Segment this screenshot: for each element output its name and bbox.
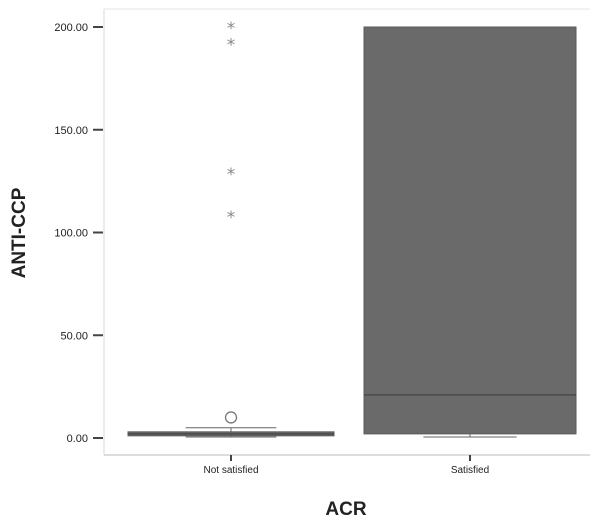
y-axis-ticks: 0.00 50.00 100.00 150.00 200.00 <box>54 22 103 445</box>
y-tick-label: 100.00 <box>54 228 88 240</box>
extreme-point: * <box>227 208 236 228</box>
extreme-point: * <box>227 165 236 185</box>
x-axis-title: ACR <box>325 499 366 520</box>
y-tick-label: 200.00 <box>54 22 88 34</box>
y-tick-label: 0.00 <box>67 433 88 445</box>
extreme-point: * <box>227 35 236 55</box>
x-tick-label: Satisfied <box>451 465 489 476</box>
extreme-point: * <box>227 19 236 39</box>
y-axis-title: ANTI-CCP <box>9 187 30 278</box>
box-series: **** <box>127 19 577 438</box>
x-tick-label: Not satisfied <box>203 465 258 476</box>
x-axis-categories: Not satisfied Satisfied <box>203 455 489 476</box>
box-2 <box>363 26 577 435</box>
outlier-point <box>224 411 238 424</box>
y-tick-label: 150.00 <box>54 125 88 137</box>
y-tick-label: 50.00 <box>60 330 88 342</box>
